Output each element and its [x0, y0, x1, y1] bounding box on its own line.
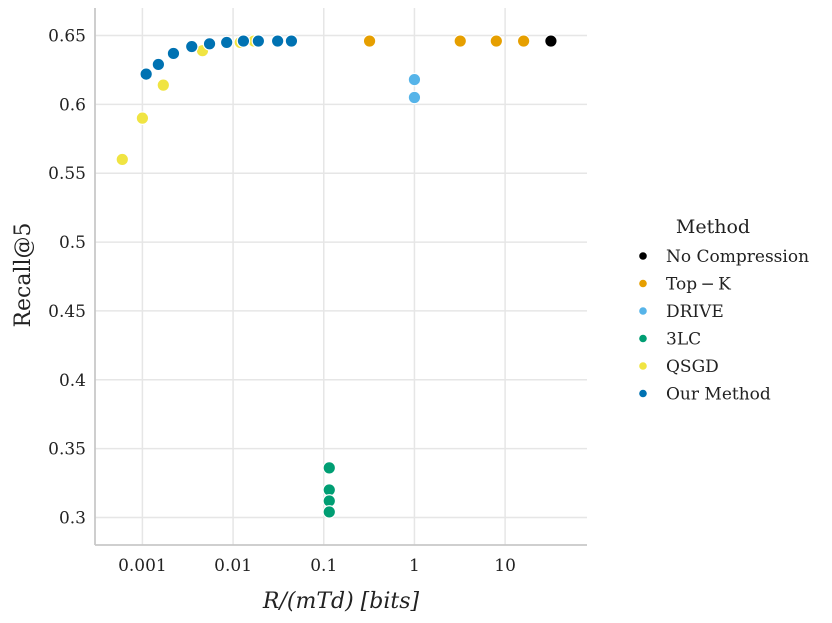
legend-label-our-method: Our Method	[666, 385, 771, 405]
point-our-method	[151, 57, 166, 72]
legend-marker-3lc	[639, 334, 647, 343]
y-tick-label: 0.65	[48, 27, 86, 47]
x-tick-label: 1	[409, 556, 420, 576]
point-our-method	[270, 34, 285, 48]
legend-label-drive: DRIVE	[666, 302, 724, 322]
legend-marker-our-method	[639, 389, 647, 398]
y-axis-label: Recall@5	[11, 222, 36, 327]
y-tick-label: 0.5	[59, 233, 86, 253]
point-our-method	[219, 35, 234, 50]
point-3lc	[322, 505, 337, 519]
x-tick-label: 10	[494, 556, 516, 576]
data-points	[115, 34, 558, 519]
point-our-method	[202, 36, 217, 51]
legend-marker-no-compression	[639, 252, 647, 260]
legend: Method No Compression Top − K DRIVE 3LC QSGD…	[639, 216, 809, 405]
x-tick-labels: 0.001 0.01 0.1 1 10	[118, 556, 516, 576]
legend-marker-qsgd	[639, 362, 647, 370]
point-top-k	[489, 34, 504, 48]
point-3lc	[322, 461, 337, 475]
legend-label-3lc: 3LC	[666, 330, 701, 350]
point-our-method	[166, 46, 181, 61]
y-tick-label: 0.45	[48, 302, 86, 322]
x-tick-label: 0.1	[310, 556, 337, 576]
y-tick-labels: 0.3 0.35 0.4 0.45 0.5 0.55 0.6 0.65	[48, 27, 86, 529]
y-tick-label: 0.3	[59, 508, 86, 528]
legend-label-top-k: Top − K	[666, 275, 731, 295]
point-no-compression	[544, 34, 558, 48]
y-tick-label: 0.35	[48, 440, 86, 460]
point-our-method	[139, 67, 153, 81]
point-top-k	[362, 34, 377, 48]
point-top-k	[516, 34, 531, 48]
point-top-k	[453, 34, 468, 48]
point-qsgd	[115, 152, 130, 167]
legend-marker-top-k	[639, 279, 647, 288]
legend-label-qsgd: QSGD	[666, 357, 719, 377]
point-our-method	[284, 34, 299, 48]
y-gridlines	[95, 34, 587, 519]
point-our-method	[184, 39, 199, 54]
legend-label-no-compression: No Compression	[666, 247, 809, 267]
point-qsgd	[156, 78, 171, 92]
legend-marker-drive	[639, 307, 647, 315]
point-our-method	[236, 34, 251, 48]
point-our-method	[251, 34, 266, 48]
y-tick-label: 0.55	[48, 164, 86, 184]
point-drive	[407, 72, 422, 87]
x-tick-label: 0.001	[118, 556, 167, 576]
y-tick-label: 0.6	[59, 95, 86, 115]
x-axis-label: R/(mTd) [bits]	[262, 589, 420, 614]
point-qsgd	[135, 111, 150, 125]
x-tick-label: 0.01	[214, 556, 252, 576]
y-tick-label: 0.4	[59, 371, 86, 391]
point-drive	[407, 90, 422, 105]
legend-title: Method	[676, 216, 750, 238]
